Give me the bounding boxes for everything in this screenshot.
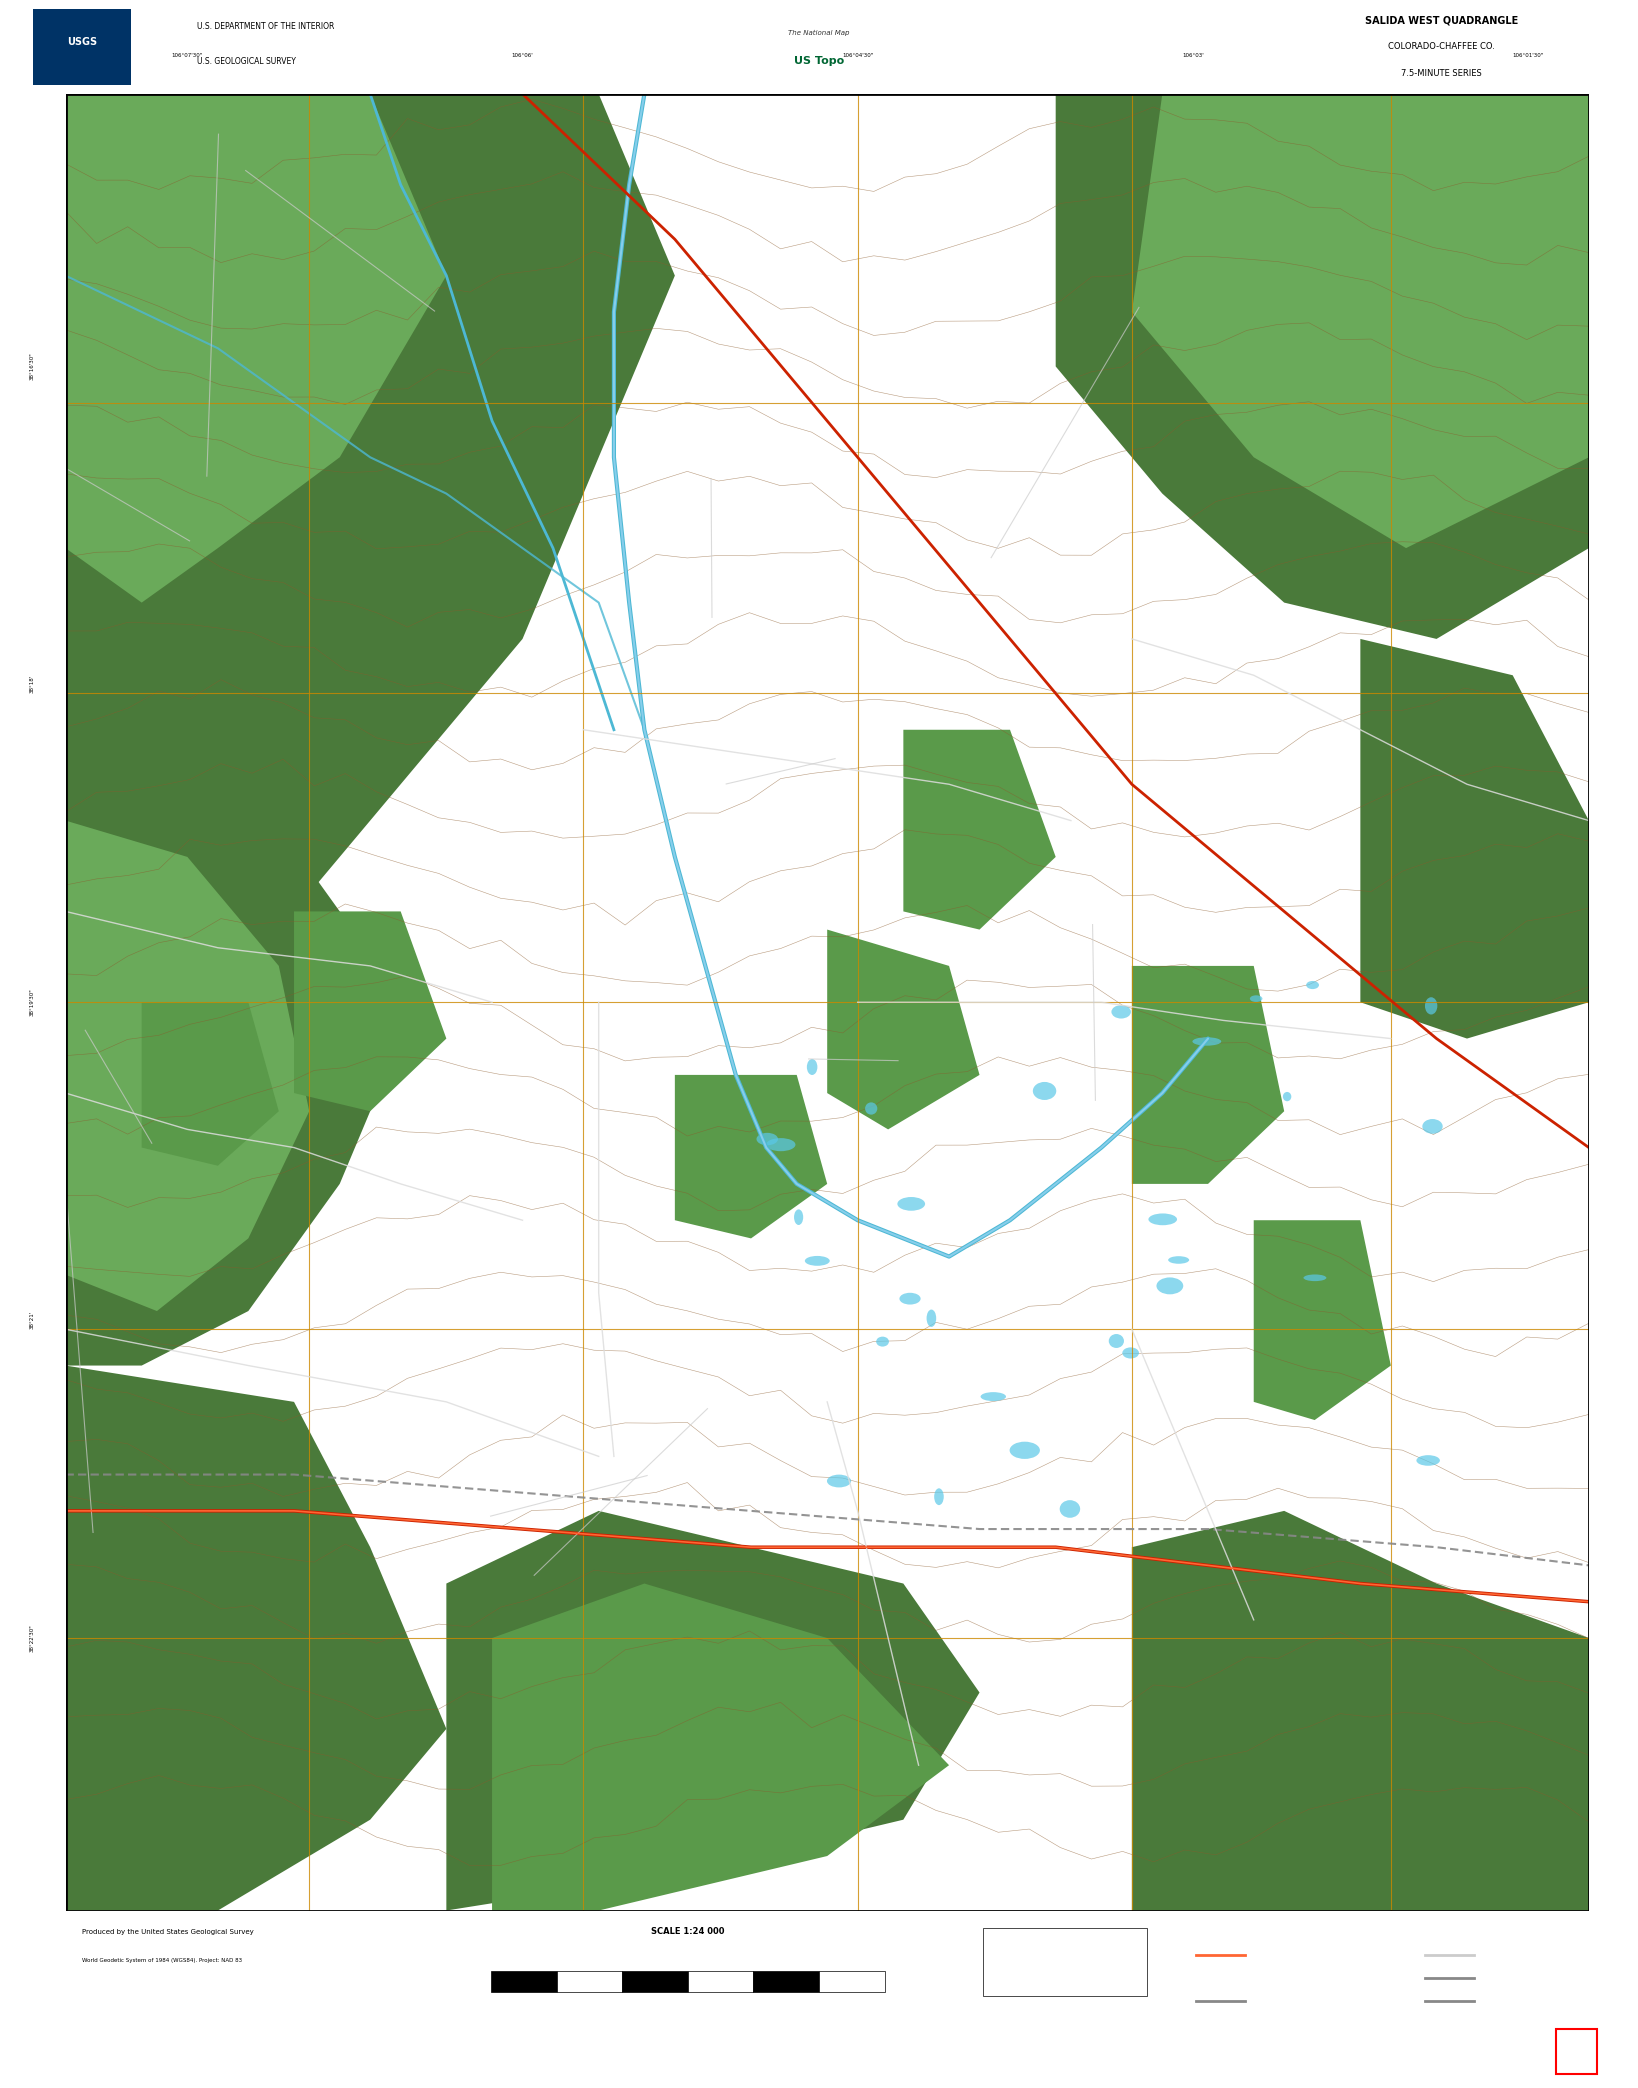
Text: 38°18': 38°18' — [29, 674, 34, 693]
Text: 106°01'30": 106°01'30" — [1512, 52, 1543, 58]
Text: 38°16'30": 38°16'30" — [29, 353, 34, 380]
Polygon shape — [66, 94, 675, 910]
Polygon shape — [491, 1583, 948, 1911]
Ellipse shape — [1192, 1038, 1222, 1046]
Ellipse shape — [876, 1336, 889, 1347]
Text: U.S. DEPARTMENT OF THE INTERIOR: U.S. DEPARTMENT OF THE INTERIOR — [197, 21, 334, 31]
Polygon shape — [66, 94, 446, 603]
Bar — [557, 1971, 622, 1992]
Polygon shape — [1132, 967, 1284, 1184]
Ellipse shape — [1109, 1334, 1124, 1349]
Text: Interstate Route: Interstate Route — [1253, 1952, 1304, 1956]
Ellipse shape — [808, 1059, 817, 1075]
Ellipse shape — [934, 1489, 943, 1505]
Text: Other Route: Other Route — [1482, 1998, 1520, 2004]
Polygon shape — [904, 729, 1057, 929]
Ellipse shape — [1112, 1004, 1130, 1019]
Text: 106°03': 106°03' — [1183, 52, 1204, 58]
Ellipse shape — [865, 1102, 878, 1115]
Ellipse shape — [757, 1134, 778, 1144]
Text: 7.5-MINUTE SERIES: 7.5-MINUTE SERIES — [1400, 69, 1482, 77]
Text: 106°07'30": 106°07'30" — [172, 52, 203, 58]
Ellipse shape — [767, 1138, 796, 1150]
Polygon shape — [1253, 1219, 1391, 1420]
Ellipse shape — [1060, 1499, 1079, 1518]
Text: 38°21': 38°21' — [29, 1311, 34, 1330]
Ellipse shape — [1283, 1092, 1291, 1100]
Bar — [66, 1919, 1572, 2009]
Bar — [819, 1971, 885, 1992]
Text: World Geodetic System of 1984 (WGS84). Project: NAD 83: World Geodetic System of 1984 (WGS84). P… — [82, 1959, 242, 1963]
Text: US Topo: US Topo — [794, 56, 844, 67]
Polygon shape — [295, 910, 446, 1111]
Polygon shape — [143, 1002, 278, 1165]
Ellipse shape — [1305, 981, 1319, 990]
Text: USGS: USGS — [67, 38, 97, 48]
Text: 106°06': 106°06' — [511, 52, 534, 58]
Ellipse shape — [1168, 1257, 1189, 1263]
Ellipse shape — [1156, 1278, 1183, 1295]
Ellipse shape — [927, 1309, 937, 1326]
Text: 38°22'30": 38°22'30" — [29, 1624, 34, 1652]
Ellipse shape — [899, 1292, 921, 1305]
Text: 38°19'30": 38°19'30" — [29, 988, 34, 1017]
Polygon shape — [66, 821, 310, 1311]
Ellipse shape — [1148, 1213, 1178, 1226]
Ellipse shape — [981, 1393, 1006, 1401]
Bar — [1556, 2030, 1597, 2073]
Bar — [688, 1971, 753, 1992]
Text: SALIDA WEST QUADRANGLE: SALIDA WEST QUADRANGLE — [1364, 17, 1518, 25]
Text: SCALE 1:24 000: SCALE 1:24 000 — [652, 1927, 724, 1936]
Polygon shape — [675, 1075, 827, 1238]
Bar — [753, 1971, 819, 1992]
Bar — [33, 10, 131, 86]
Polygon shape — [1132, 1512, 1589, 1911]
Ellipse shape — [1417, 1455, 1440, 1466]
Text: ROAD CLASSIFICATION: ROAD CLASSIFICATION — [1196, 1921, 1292, 1929]
Polygon shape — [66, 1366, 446, 1911]
Polygon shape — [1360, 639, 1589, 1038]
Polygon shape — [1132, 94, 1589, 547]
Ellipse shape — [1425, 998, 1437, 1015]
Ellipse shape — [1122, 1347, 1138, 1359]
Text: 4WD: 4WD — [1482, 1975, 1497, 1979]
Bar — [983, 1929, 1147, 1996]
Text: 106°04'30": 106°04'30" — [842, 52, 873, 58]
Ellipse shape — [827, 1474, 852, 1487]
Polygon shape — [827, 929, 980, 1130]
Text: Local Road: Local Road — [1482, 1952, 1517, 1956]
Text: U.S. GEOLOGICAL SURVEY: U.S. GEOLOGICAL SURVEY — [197, 56, 295, 65]
Ellipse shape — [1009, 1441, 1040, 1460]
Bar — [622, 1971, 688, 1992]
Polygon shape — [446, 1512, 980, 1911]
Ellipse shape — [1034, 1082, 1057, 1100]
Text: Produced by the United States Geological Survey: Produced by the United States Geological… — [82, 1929, 254, 1936]
Text: COLORADO-CHAFFEE CO.: COLORADO-CHAFFEE CO. — [1387, 42, 1495, 52]
Polygon shape — [66, 729, 401, 1366]
Text: Secondary Hwy: Secondary Hwy — [1253, 1975, 1302, 1979]
Ellipse shape — [794, 1209, 803, 1226]
Ellipse shape — [898, 1196, 925, 1211]
Text: The National Map: The National Map — [788, 29, 850, 35]
Polygon shape — [1057, 94, 1589, 639]
Bar — [491, 1971, 557, 1992]
Ellipse shape — [1250, 996, 1263, 1002]
Ellipse shape — [804, 1255, 830, 1265]
Ellipse shape — [1422, 1119, 1443, 1134]
Text: State Route: State Route — [1253, 1998, 1291, 2004]
Ellipse shape — [1304, 1274, 1327, 1282]
